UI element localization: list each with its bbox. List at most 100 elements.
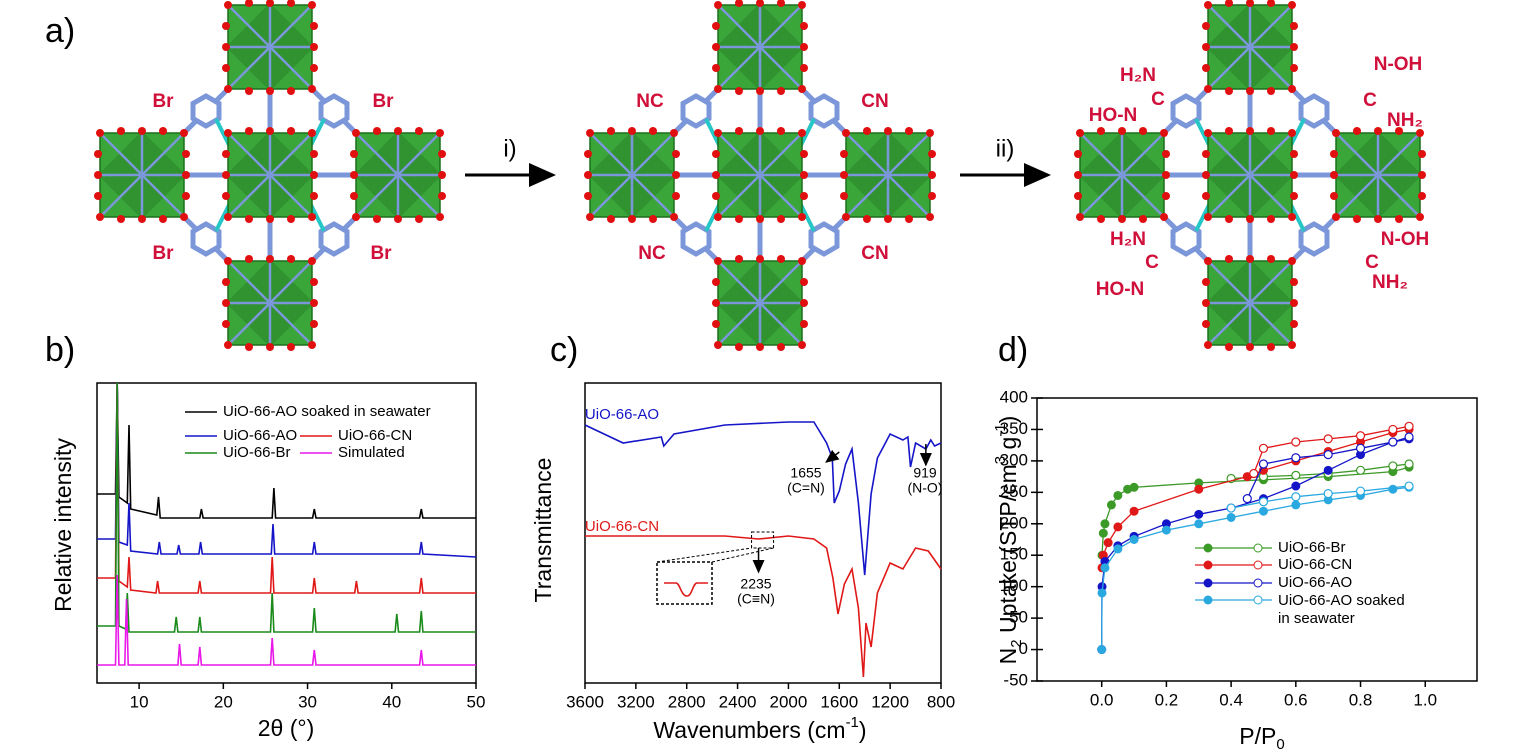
- series-line: [97, 382, 476, 633]
- oxygen: [672, 192, 680, 200]
- benzene: [680, 221, 712, 257]
- desorption-point: [1388, 461, 1398, 471]
- adsorption-point: [1098, 528, 1108, 538]
- x-tick-label: 20: [214, 692, 233, 711]
- oxygen: [96, 213, 104, 221]
- oxygen: [672, 150, 680, 158]
- oxygen: [222, 320, 230, 328]
- x-tick-label: 3200: [617, 692, 655, 711]
- oxygen: [800, 43, 808, 51]
- oxygen: [800, 64, 808, 72]
- oxygen: [712, 299, 720, 307]
- oxygen: [310, 192, 318, 200]
- oxygen: [1332, 213, 1340, 221]
- oxygen: [1267, 87, 1275, 95]
- oxygen: [1246, 0, 1254, 7]
- oxygen: [777, 127, 785, 135]
- oxygen: [1204, 1, 1212, 9]
- cluster-bonds: [1078, 131, 1166, 219]
- oxygen: [245, 343, 253, 351]
- adsorption-point: [1103, 538, 1113, 548]
- oxygen: [628, 127, 636, 135]
- series-line: [97, 382, 476, 594]
- desorption-point: [1242, 494, 1252, 504]
- benzene: [190, 221, 222, 257]
- oxygen: [798, 85, 806, 93]
- oxygen: [628, 215, 636, 223]
- series-line: [97, 574, 476, 666]
- oxygen: [222, 150, 230, 158]
- oxygen: [756, 255, 764, 263]
- oxygen: [928, 192, 936, 200]
- oxygen: [1204, 129, 1212, 137]
- oxygen: [1202, 320, 1210, 328]
- series-line: [97, 382, 476, 519]
- oxygen: [756, 343, 764, 351]
- cluster-bonds: [226, 131, 314, 219]
- desorption-point: [1388, 424, 1398, 435]
- x-tick-label: 800: [927, 692, 955, 711]
- adsorption-point: [1129, 506, 1139, 516]
- oxygen: [1160, 213, 1168, 221]
- oxygen: [1160, 129, 1168, 137]
- panel-label: b): [45, 331, 75, 369]
- benzene: [680, 93, 712, 129]
- legend-marker: [1253, 595, 1263, 605]
- oxygen: [1246, 255, 1254, 263]
- cluster-bonds: [354, 131, 442, 219]
- oxygen: [245, 215, 253, 223]
- group-label: CN: [861, 91, 888, 112]
- oxygen: [1418, 150, 1426, 158]
- label-part: P/P: [1239, 723, 1276, 749]
- oxygen: [287, 87, 295, 95]
- oxygen: [138, 127, 146, 135]
- group-label: N-OH: [1374, 54, 1423, 75]
- cluster-bonds: [716, 259, 804, 347]
- group-label: Br: [152, 243, 174, 264]
- desorption-point: [1404, 432, 1414, 442]
- oxygen: [1288, 129, 1296, 137]
- desorption-point: [1355, 486, 1366, 496]
- oxygen: [1202, 192, 1210, 200]
- oxygen: [287, 215, 295, 223]
- oxygen: [394, 215, 402, 223]
- oxygen: [928, 150, 936, 158]
- oxygen: [926, 213, 934, 221]
- cluster-bonds: [1334, 131, 1422, 219]
- oxygen: [842, 129, 850, 137]
- oxygen: [714, 85, 722, 93]
- adsorption-point: [1113, 544, 1123, 554]
- oxygen: [224, 257, 232, 265]
- legend-label: UiO-66-Br: [1278, 539, 1346, 556]
- oxygen: [222, 22, 230, 30]
- x-axis-label: 2θ (°): [258, 715, 315, 741]
- oxygen: [1267, 215, 1275, 223]
- oxygen: [352, 213, 360, 221]
- oxygen: [735, 343, 743, 351]
- group-label: NC: [636, 91, 664, 112]
- group-label: NH₂: [1372, 272, 1408, 293]
- desorption-point: [1258, 497, 1269, 507]
- oxygen: [712, 22, 720, 30]
- annotation: (C=N): [787, 480, 825, 496]
- oxygen: [394, 127, 402, 135]
- oxygen: [712, 192, 720, 200]
- legend-label: Simulated: [338, 444, 405, 461]
- oxygen: [436, 213, 444, 221]
- benzene: [808, 93, 840, 129]
- oxygen: [1290, 278, 1298, 286]
- oxygen: [1202, 43, 1210, 51]
- oxygen: [712, 150, 720, 158]
- oxygen: [245, 127, 253, 135]
- oxygen: [1418, 192, 1426, 200]
- label-part: 3: [992, 456, 1009, 464]
- oxygen: [310, 278, 318, 286]
- oxygen: [1246, 215, 1254, 223]
- oxygen: [1246, 127, 1254, 135]
- group-label: HO-N: [1096, 279, 1145, 300]
- desorption-point: [1355, 443, 1366, 453]
- desorption-point: [1291, 492, 1301, 502]
- oxygen: [712, 171, 720, 179]
- oxygen: [1118, 127, 1126, 135]
- oxygen: [1288, 341, 1296, 349]
